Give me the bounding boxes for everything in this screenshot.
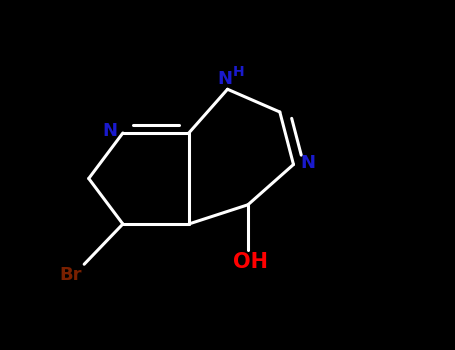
Text: N: N: [102, 122, 117, 140]
Text: N: N: [218, 70, 233, 88]
Text: H: H: [233, 65, 245, 79]
Text: N: N: [300, 154, 315, 172]
Text: OH: OH: [233, 252, 268, 272]
Text: Br: Br: [60, 266, 82, 284]
